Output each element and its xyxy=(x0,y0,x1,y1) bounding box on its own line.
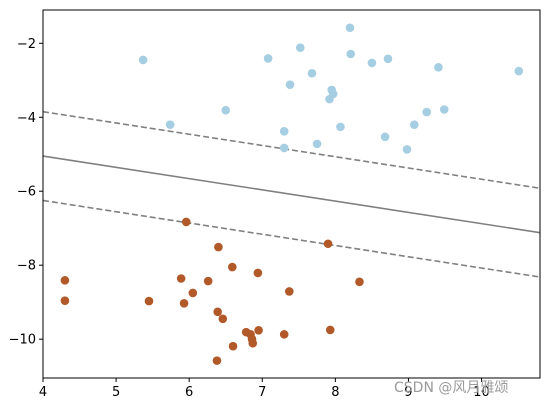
class-0-point xyxy=(346,49,356,59)
class-1-point xyxy=(228,341,238,351)
class-0-point xyxy=(439,105,449,114)
class-1-point xyxy=(218,314,228,324)
class-0-point xyxy=(402,145,412,154)
x-tick-label: 4 xyxy=(39,385,47,400)
class-1-point xyxy=(176,274,186,283)
points-layer xyxy=(60,23,524,365)
class-1-point xyxy=(254,325,263,335)
class-0-point xyxy=(380,132,390,142)
x-axis: 4 5 6 7 8 9 10 xyxy=(39,378,490,400)
class-0-point xyxy=(285,80,295,90)
class-0-point xyxy=(279,127,289,136)
y-tick-label: −8 xyxy=(17,259,36,274)
class-0-point xyxy=(409,120,419,129)
class-1-point xyxy=(179,298,189,308)
x-tick-label: 7 xyxy=(258,385,266,400)
lines-layer xyxy=(42,110,541,278)
class-0-point xyxy=(263,54,273,63)
class-1-point xyxy=(355,277,364,287)
class-0-point xyxy=(383,54,393,64)
class-0-point xyxy=(279,143,289,153)
class-1-point xyxy=(253,268,263,278)
class-0-point xyxy=(422,107,432,117)
margin-upper-line xyxy=(42,110,541,190)
class-1-point xyxy=(323,239,333,249)
x-tick-label: 6 xyxy=(185,385,193,400)
class-1-point xyxy=(214,242,223,252)
plot-frame xyxy=(42,9,541,379)
decision-boundary-line xyxy=(42,155,541,234)
y-tick-label: −2 xyxy=(17,37,36,52)
watermark-text: CSDN @风月雅颂 xyxy=(394,380,508,396)
class-0-point xyxy=(434,63,443,72)
x-tick-label: 8 xyxy=(331,385,339,400)
class-1-point xyxy=(60,296,70,306)
x-tick-label: 10 xyxy=(473,385,490,400)
class-1-point xyxy=(279,330,289,339)
y-tick-label: −4 xyxy=(17,111,36,126)
class-1-point xyxy=(188,288,198,298)
class-1-point xyxy=(227,262,237,272)
class-0-point xyxy=(367,58,377,68)
class-0-point xyxy=(138,55,148,65)
class-0-point xyxy=(165,120,175,129)
class-1-point xyxy=(203,276,213,286)
class-1-point xyxy=(248,338,258,348)
y-tick-label: −10 xyxy=(9,333,36,348)
class-1-point xyxy=(213,307,222,317)
class-0-point xyxy=(221,105,231,115)
class-0-point xyxy=(295,43,305,53)
class-0-point xyxy=(328,89,338,99)
class-0-point xyxy=(312,139,322,149)
x-tick-label: 5 xyxy=(112,385,120,400)
class-0-point xyxy=(307,68,317,78)
x-tick-label: 9 xyxy=(404,385,412,400)
class-1-point xyxy=(212,356,222,365)
class-1-point xyxy=(60,276,70,285)
class-0-point xyxy=(336,122,345,132)
y-axis: −10 −8 −6 −4 −2 xyxy=(9,37,43,348)
class-1-point xyxy=(325,325,335,335)
class-1-point xyxy=(181,217,191,227)
class-0-point xyxy=(514,66,524,76)
class-1-point xyxy=(285,287,294,296)
class-0-point xyxy=(345,23,355,33)
y-tick-label: −6 xyxy=(17,185,36,200)
class-1-point xyxy=(144,296,154,306)
margin-lower-line xyxy=(42,199,541,278)
